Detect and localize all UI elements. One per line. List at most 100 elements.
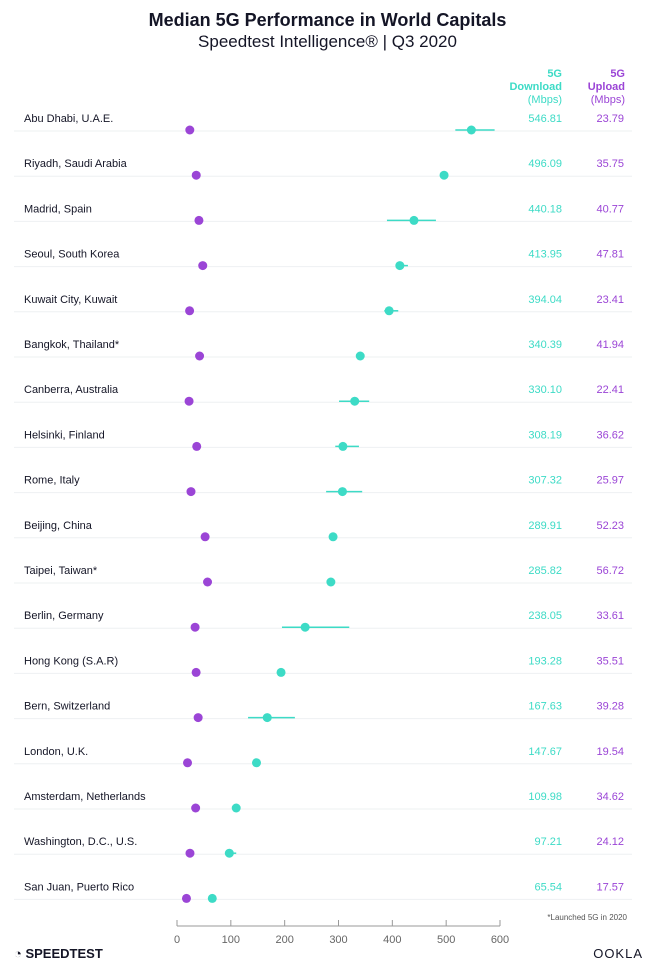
download-value: 394.04 [528,294,562,306]
category-label: Seoul, South Korea [24,249,120,261]
download-point [262,713,272,723]
download-point [384,306,394,316]
upload-value: 35.51 [596,655,624,667]
category-label: Berlin, Germany [24,610,104,622]
download-value: 307.32 [528,475,562,487]
upload-point [184,396,194,406]
upload-value: 24.12 [596,836,624,848]
upload-value: 19.54 [596,746,624,758]
upload-point [195,351,205,361]
download-point [251,758,261,768]
upload-point [193,713,203,723]
upload-point [186,487,196,497]
download-value: 167.63 [528,701,562,713]
upload-value: 17.57 [596,881,624,893]
x-tick-label: 0 [174,934,180,946]
upload-value: 23.79 [596,113,624,125]
category-label: Rome, Italy [24,475,80,487]
category-label: Taipei, Taiwan* [24,565,98,577]
download-point [207,893,217,903]
upload-value: 34.62 [596,791,624,803]
ookla-logo: OOKLA [593,946,643,961]
download-point [231,803,241,813]
x-tick-label: 200 [275,934,293,946]
category-label: Beijing, China [24,520,93,532]
download-value: 496.09 [528,158,562,170]
download-point [439,170,449,180]
upload-value: 52.23 [596,520,624,532]
download-point [338,441,348,451]
download-value: 330.10 [528,384,562,396]
upload-point [181,893,191,903]
upload-value: 25.97 [596,475,624,487]
upload-point [185,125,195,135]
download-value: 340.39 [528,339,562,351]
download-value: 308.19 [528,429,562,441]
speedtest-logo: ◔ SPEEDTEST [14,946,103,961]
upload-value: 47.81 [596,249,624,261]
footnote: *Launched 5G in 2020 [547,913,627,922]
category-label: Riyadh, Saudi Arabia [24,158,128,170]
download-column-header: 5G Download (Mbps) [509,68,562,106]
upload-point [185,848,195,858]
download-point [395,261,405,271]
download-value: 65.54 [534,881,562,893]
upload-point [190,622,200,632]
x-tick-label: 400 [383,934,401,946]
upload-point [183,758,193,768]
download-value: 109.98 [528,791,562,803]
upload-point [200,532,210,542]
download-value: 285.82 [528,565,562,577]
download-value: 97.21 [534,836,562,848]
download-point [224,848,234,858]
upload-point [203,577,213,587]
upload-point [198,261,208,271]
download-value: 193.28 [528,655,562,667]
x-tick-label: 100 [222,934,240,946]
upload-value: 41.94 [596,339,624,351]
category-label: San Juan, Puerto Rico [24,881,134,893]
download-value: 440.18 [528,203,562,215]
category-label: Kuwait City, Kuwait [24,294,117,306]
download-point [466,125,476,135]
download-point [328,532,338,542]
download-point [355,351,365,361]
download-point [350,396,360,406]
upload-value: 56.72 [596,565,624,577]
upload-point [191,803,201,813]
x-tick-label: 300 [329,934,347,946]
upload-value: 23.41 [596,294,624,306]
x-tick-label: 500 [437,934,455,946]
download-point [326,577,336,587]
download-value: 147.67 [528,746,562,758]
upload-point [191,667,201,677]
chart-subtitle: Speedtest Intelligence® | Q3 2020 [198,32,457,51]
download-point [276,667,286,677]
upload-point [185,306,195,316]
category-label: Bangkok, Thailand* [24,339,120,351]
upload-column-header: 5G Upload (Mbps) [587,68,625,106]
download-value: 238.05 [528,610,562,622]
category-label: Washington, D.C., U.S. [24,836,137,848]
category-label: London, U.K. [24,746,88,758]
download-point [409,215,419,225]
category-label: Helsinki, Finland [24,429,105,441]
category-label: Amsterdam, Netherlands [24,791,146,803]
upload-point [192,441,202,451]
upload-point [194,215,204,225]
upload-point [191,170,201,180]
upload-value: 39.28 [596,701,624,713]
category-label: Abu Dhabi, U.A.E. [24,113,113,125]
category-label: Canberra, Australia [24,384,119,396]
download-point [337,487,347,497]
category-label: Bern, Switzerland [24,701,110,713]
chart-title: Median 5G Performance in World Capitals [148,10,507,30]
download-point [300,622,310,632]
upload-value: 35.75 [596,158,624,170]
x-tick-label: 600 [491,934,509,946]
download-value: 413.95 [528,249,562,261]
category-label: Hong Kong (S.A.R) [24,655,118,667]
upload-value: 22.41 [596,384,624,396]
